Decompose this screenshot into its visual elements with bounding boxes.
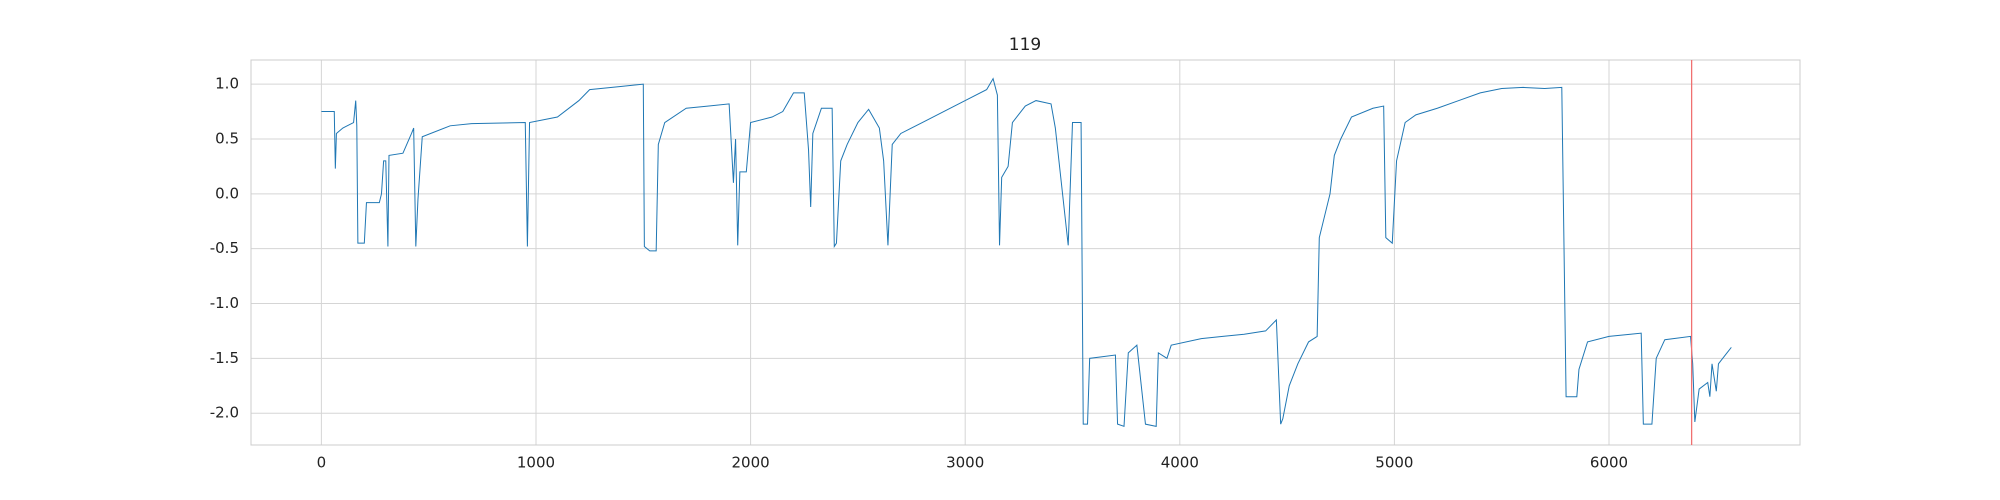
x-tick-label: 2000	[732, 454, 770, 472]
x-tick-label: 5000	[1375, 454, 1413, 472]
x-tick-label: 6000	[1590, 454, 1628, 472]
y-tick-label: 1.0	[215, 75, 239, 93]
x-tick-label: 1000	[517, 454, 555, 472]
y-tick-label: -1.0	[210, 294, 239, 312]
y-tick-label: 0.0	[215, 184, 239, 202]
chart-title: 119	[1009, 35, 1041, 55]
data-line	[321, 77, 1732, 428]
y-tick-label: -2.0	[210, 404, 239, 422]
x-tick-label: 3000	[946, 454, 984, 472]
y-tick-label: -0.5	[210, 239, 239, 257]
y-tick-label: 0.5	[215, 129, 239, 147]
y-tick-label: -1.5	[210, 349, 239, 367]
x-tick-label: 0	[317, 454, 327, 472]
plot-frame	[250, 59, 1801, 446]
x-tick-label: 4000	[1161, 454, 1199, 472]
